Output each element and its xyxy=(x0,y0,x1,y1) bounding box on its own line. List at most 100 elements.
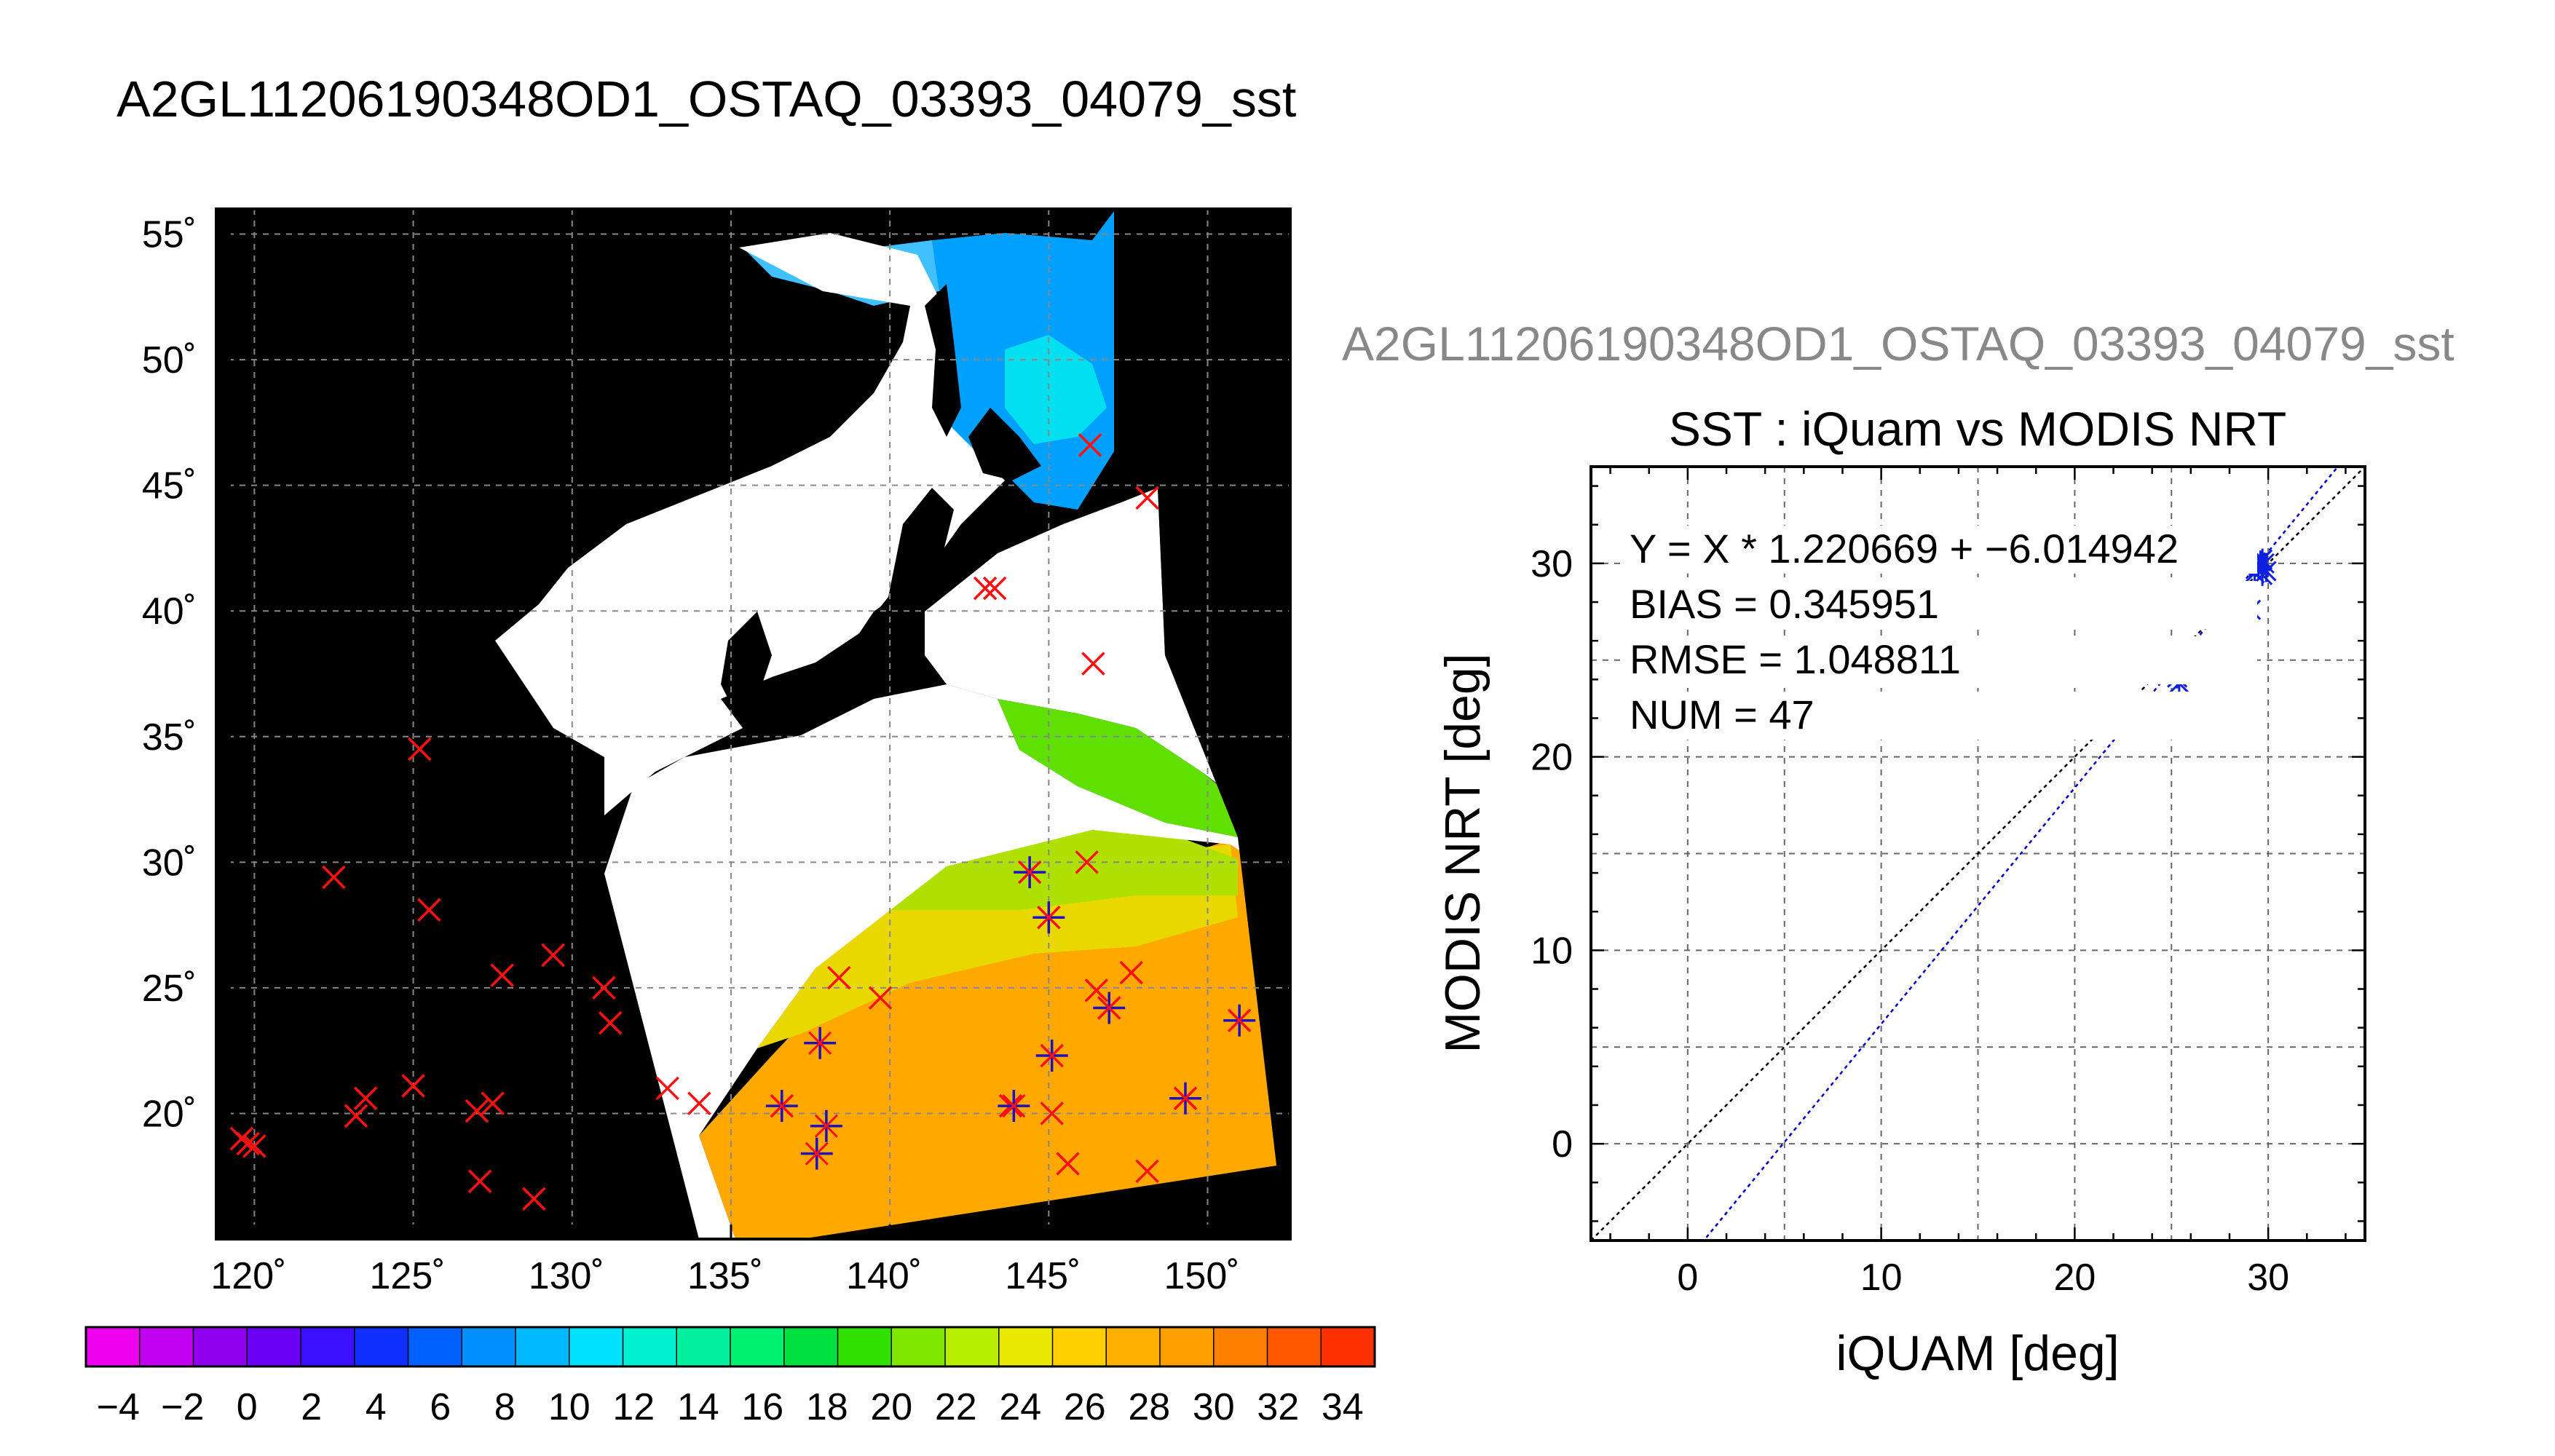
stats-line-bg xyxy=(1624,581,2257,629)
scatter-ytick-label: 20 xyxy=(1531,737,1573,779)
matched-marker-blue xyxy=(998,1090,1030,1123)
scatter-xtick-label: 0 xyxy=(1677,1257,1698,1299)
colorbar-swatch xyxy=(86,1327,141,1366)
colorbar-swatch xyxy=(1213,1327,1268,1366)
buoy-marker-red xyxy=(401,1074,425,1098)
matched-marker-blue xyxy=(1093,992,1126,1024)
buoy-marker-red xyxy=(490,963,514,987)
buoy-marker-red xyxy=(1056,1152,1080,1176)
swath-edge-east xyxy=(1114,209,1290,1239)
buoy-marker-red xyxy=(522,1187,546,1211)
map-lon-tick-label: 120˚ xyxy=(210,1255,286,1297)
colorbar-tick-label: 34 xyxy=(1322,1386,1364,1428)
colorbar-swatches xyxy=(86,1327,1375,1366)
buoy-markers xyxy=(229,433,1256,1211)
colorbar-swatch xyxy=(354,1327,408,1366)
colorbar-tick-label: 14 xyxy=(677,1386,719,1428)
buoy-marker-red xyxy=(982,576,1007,601)
colorbar-tick-label: 10 xyxy=(548,1386,591,1428)
sst-swath-upper xyxy=(925,488,1231,794)
scatter-stats-block: Y = X * 1.220669 + −6.014942 BIAS = 0.345… xyxy=(1624,526,2257,740)
matched-marker-blue xyxy=(810,1109,842,1142)
colorbar-swatch xyxy=(837,1327,892,1366)
colorbar-swatch xyxy=(1321,1327,1375,1366)
map-lat-tick-label: 35˚ xyxy=(142,716,197,759)
map-lon-tick-label: 135˚ xyxy=(687,1255,763,1297)
colorbar-tick-label: 24 xyxy=(999,1386,1041,1428)
map-lat-tick-label: 50˚ xyxy=(142,339,197,381)
buoy-marker-red xyxy=(236,1131,260,1156)
map-lon-tick-label: 150˚ xyxy=(1164,1255,1239,1297)
colorbar-swatch xyxy=(945,1327,1000,1366)
buoy-marker-red xyxy=(868,986,893,1010)
stats-line-bg xyxy=(1624,636,2257,684)
colorbar-tick-label: 30 xyxy=(1193,1386,1235,1428)
map-lat-tick-label: 45˚ xyxy=(142,465,197,507)
buoy-marker-red xyxy=(322,865,346,890)
buoy-marker-red xyxy=(1040,1101,1064,1125)
sst-swath-okhotsk-cyan xyxy=(1005,335,1107,444)
matched-marker-blue xyxy=(1032,901,1065,934)
scatter-panel: A2GL11206190348OD1_OSTAQ_03393_04079_sst… xyxy=(1342,317,2455,1381)
buoy-marker-red xyxy=(1119,960,1144,985)
buoy-marker-red xyxy=(344,1104,368,1128)
colorbar-tick-label: −2 xyxy=(161,1386,204,1428)
stats-line: RMSE = 1.048811 xyxy=(1630,636,1961,682)
buoy-marker-red xyxy=(1075,850,1099,874)
colorbar-swatch xyxy=(247,1327,301,1366)
colorbar-swatch xyxy=(193,1327,248,1366)
colorbar-swatch xyxy=(516,1327,570,1366)
map-lat-tick-label: 30˚ xyxy=(142,842,197,884)
scatter-ytick-label: 0 xyxy=(1552,1123,1573,1166)
colorbar-swatch xyxy=(730,1327,785,1366)
colorbar-tick-label: 26 xyxy=(1064,1386,1106,1428)
colorbar-swatch xyxy=(891,1327,946,1366)
map-lat-tick-label: 55˚ xyxy=(142,214,197,256)
scatter-xtick-label: 20 xyxy=(2053,1257,2096,1299)
colorbar-swatch xyxy=(998,1327,1053,1366)
buoy-marker-red xyxy=(1135,486,1159,510)
buoy-marker-red xyxy=(973,576,998,601)
colorbar-tick-label: 6 xyxy=(430,1386,451,1428)
matched-marker-blue xyxy=(804,1026,837,1059)
stats-line: NUM = 47 xyxy=(1630,692,1814,737)
colorbar-swatch xyxy=(569,1327,623,1366)
buoy-marker-red xyxy=(541,943,565,968)
matched-marker-blue xyxy=(800,1137,833,1170)
colorbar-swatch xyxy=(676,1327,731,1366)
buoy-marker-red xyxy=(481,1091,505,1115)
scatter-ytick-label: 10 xyxy=(1531,930,1573,972)
buoy-marker-red xyxy=(1084,978,1109,1002)
buoy-marker-red xyxy=(408,737,432,761)
scatter-xlabel: iQUAM [deg] xyxy=(1836,1326,2119,1381)
colorbar-swatch xyxy=(1267,1327,1322,1366)
colorbar-tick-label: 32 xyxy=(1257,1386,1299,1428)
colorbar-swatch xyxy=(139,1327,194,1366)
colorbar-swatch xyxy=(783,1327,838,1366)
sst-map-panel: 120˚ 125˚ 130˚ 135˚ 140˚ 145˚ 150˚ 55˚ 50˚ 45˚ 40˚… xyxy=(142,207,1292,1297)
map-lon-tick-label: 130˚ xyxy=(529,1255,604,1297)
scatter-title: SST : iQuam vs MODIS NRT xyxy=(1669,402,2286,456)
colorbar-swatch xyxy=(623,1327,677,1366)
colorbar-tick-label: 8 xyxy=(494,1386,516,1428)
colorbar-frame xyxy=(84,1326,1376,1368)
colorbar-tick-label: 22 xyxy=(935,1386,977,1428)
map-lon-tick-label: 145˚ xyxy=(1005,1255,1081,1297)
matched-marker-blue xyxy=(1035,1040,1068,1072)
colorbar-tick-label: 20 xyxy=(870,1386,912,1428)
map-lat-tick-label: 20˚ xyxy=(142,1093,197,1135)
buoy-marker-red xyxy=(1135,1159,1159,1184)
stats-line: BIAS = 0.345951 xyxy=(1630,581,1939,627)
colorbar-tick-label: 12 xyxy=(612,1386,655,1428)
sst-colorbar: −4 −2 0 2 4 6 8 10 12 14 16 18 20 22 24 26 28 30 32 34 xyxy=(84,1326,1376,1428)
sst-swath-green-north xyxy=(998,699,1238,837)
colorbar-swatch xyxy=(408,1327,462,1366)
main-title: A2GL11206190348OD1_OSTAQ_03393_04079_sst xyxy=(117,71,1296,127)
scatter-xtick-label: 10 xyxy=(1860,1257,1903,1299)
sst-swath-green-band xyxy=(888,830,1238,910)
buoy-marker-red xyxy=(1078,433,1102,457)
map-lat-tick-label: 40˚ xyxy=(142,590,197,633)
colorbar-tick-label: 16 xyxy=(741,1386,783,1428)
buoy-marker-red xyxy=(242,1134,266,1158)
